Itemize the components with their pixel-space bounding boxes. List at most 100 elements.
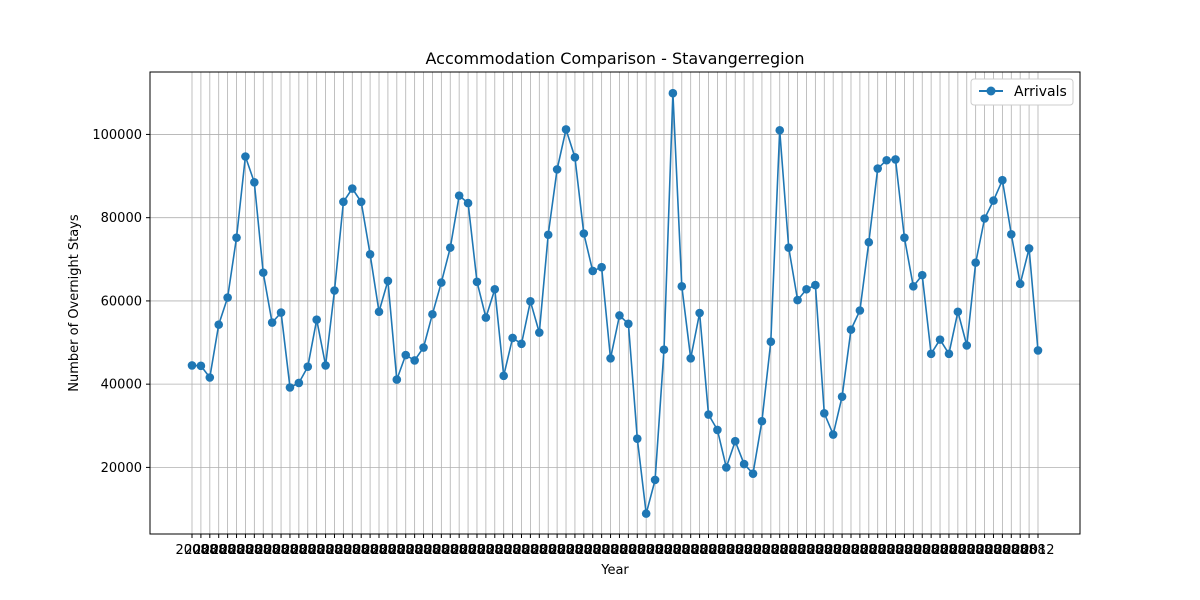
data-point: [650, 475, 660, 485]
x-tick-label: 2008: [452, 543, 485, 558]
x-tick-label: 2008: [407, 543, 440, 558]
y-axis-label: Number of Overnight Stays: [67, 214, 82, 392]
data-point: [561, 125, 571, 134]
x-tick-label: 2008: [834, 543, 867, 558]
legend-point-marker: [986, 86, 996, 96]
x-tick-label: 2008: [175, 543, 208, 558]
x-axis-label: Year: [600, 563, 629, 578]
y-tick-label: 40000: [101, 378, 142, 393]
data-point: [1006, 230, 1016, 239]
axes: 2000040000600008000010000020082008200820…: [92, 128, 1054, 558]
x-tick-label: 2008: [541, 543, 574, 558]
data-point: [811, 280, 820, 290]
data-point: [641, 509, 651, 518]
grid: [150, 72, 1080, 534]
data-point: [250, 177, 259, 187]
legend-label-arrivals: Arrivals: [1014, 84, 1067, 100]
data-point: [276, 308, 286, 317]
data-point: [793, 295, 802, 305]
data-point: [241, 152, 250, 161]
data-point: [819, 408, 829, 418]
x-tick-label: 2008: [291, 543, 324, 558]
x-tick-label: 2008: [906, 543, 939, 558]
data-point: [926, 349, 936, 359]
x-tick-label: 2008: [808, 543, 841, 558]
data-point: [526, 297, 535, 306]
data-point: [356, 197, 366, 207]
data-point: [739, 459, 749, 469]
x-tick-label: 2008: [371, 543, 404, 558]
x-tick-label: 2008: [754, 543, 787, 558]
x-tick-label: 2008: [745, 543, 778, 558]
x-tick-label: 2008: [977, 543, 1010, 558]
data-point: [748, 469, 758, 478]
x-tick-label: 2008: [817, 543, 850, 558]
data-point: [552, 165, 562, 174]
x-tick-label: 2008: [986, 543, 1019, 558]
y-tick-label: 20000: [101, 461, 142, 476]
data-point: [401, 350, 411, 360]
y-tick-label: 80000: [101, 211, 142, 226]
x-tick-label: 2008: [345, 543, 378, 558]
x-tick-label: 2008: [630, 543, 663, 558]
data-point: [517, 339, 526, 349]
data-point: [321, 361, 330, 370]
data-point: [570, 153, 580, 162]
data-point: [508, 333, 517, 343]
data-point: [481, 313, 491, 322]
x-tick-label: 2008: [514, 543, 547, 558]
data-point: [695, 308, 704, 318]
x-tick-label: 2008: [932, 543, 965, 558]
data-point: [535, 328, 544, 337]
data-point: [1033, 346, 1043, 355]
x-tick-label: 2008: [184, 543, 217, 558]
x-tick-label: 2008: [238, 543, 271, 558]
data-point: [285, 383, 295, 392]
data-point: [900, 233, 909, 242]
data-point: [437, 278, 446, 287]
data-point: [757, 416, 767, 426]
data-point: [365, 250, 375, 259]
x-tick-label: 2008: [300, 543, 333, 558]
x-tick-label: 2008: [959, 543, 992, 558]
data-point: [917, 270, 927, 280]
x-tick-label: 2008: [389, 543, 422, 558]
x-tick-label: 2008: [1013, 543, 1046, 558]
data-point: [837, 392, 847, 401]
data-point: [330, 286, 339, 295]
x-tick-label: 2008: [460, 543, 493, 558]
x-tick-label: 2008: [790, 543, 823, 558]
data-point: [312, 315, 321, 324]
data-point: [891, 155, 900, 164]
data-point: [410, 356, 419, 365]
data-point: [864, 237, 874, 247]
x-tick-label: 2008: [487, 543, 520, 558]
data-point: [855, 306, 865, 315]
x-tick-label: 2008: [674, 543, 707, 558]
x-tick-label: 2008: [469, 543, 502, 558]
x-tick-label: 2008: [941, 543, 974, 558]
data-point: [624, 319, 633, 329]
x-tick-label: 2008: [220, 543, 253, 558]
x-tick-label: 2008: [496, 543, 529, 558]
data-point: [463, 198, 473, 208]
x-tick-label: 2008: [879, 543, 912, 558]
x-tick-label: 2008: [719, 543, 752, 558]
x-tick-label: 2008: [950, 543, 983, 558]
x-tick-label: 2008: [398, 543, 431, 558]
x-tick-label: 2008: [318, 543, 351, 558]
x-tick-label: 2008: [443, 543, 476, 558]
data-point: [802, 284, 811, 294]
data-point: [615, 311, 624, 320]
x-tick-label: 2008: [434, 543, 467, 558]
x-tick-label: 2008: [665, 543, 698, 558]
x-tick-label: 2008: [701, 543, 734, 558]
data-point: [935, 335, 945, 344]
series-arrivals: [187, 88, 1043, 518]
x-tick-label: 2008: [888, 543, 921, 558]
data-point: [944, 349, 954, 359]
data-point: [383, 276, 393, 286]
data-point: [953, 307, 963, 317]
x-tick-label: 2008: [870, 543, 903, 558]
